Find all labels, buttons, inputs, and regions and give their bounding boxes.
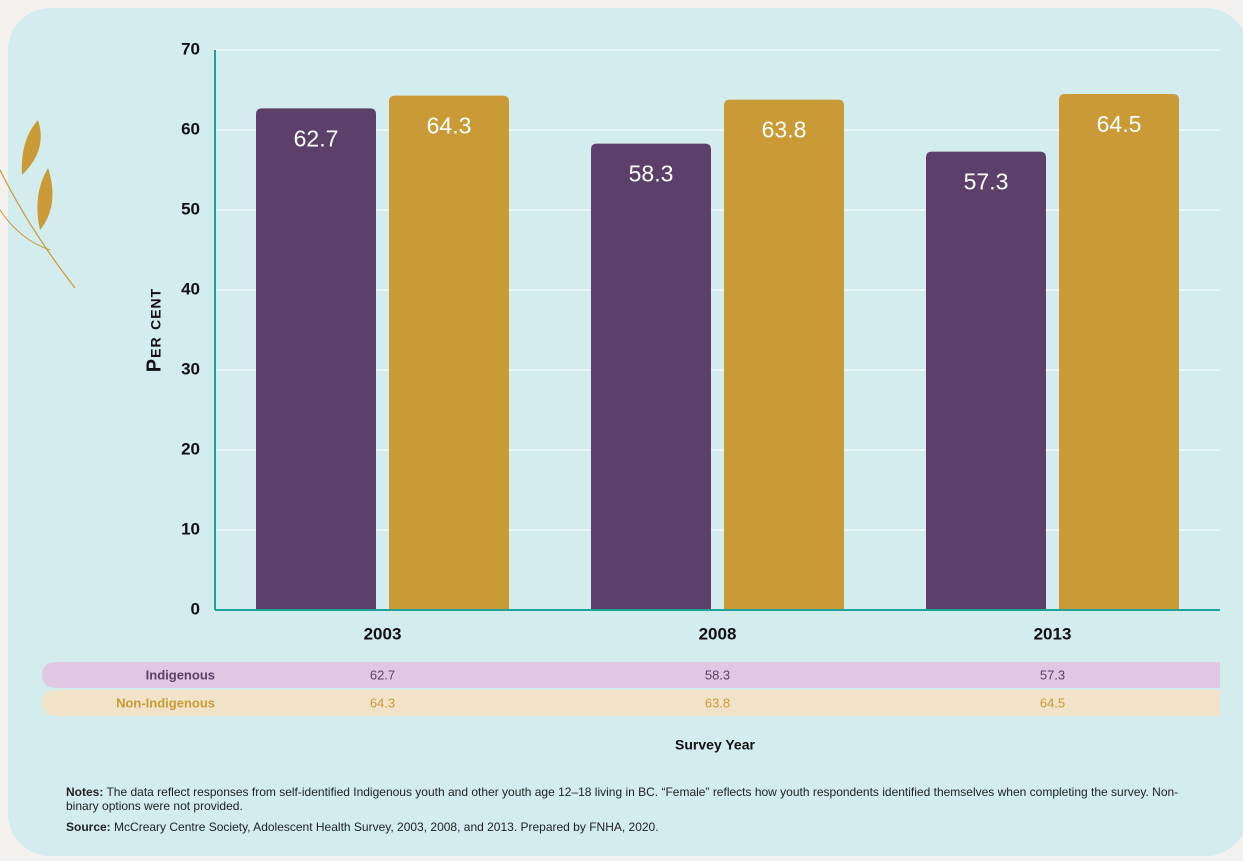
data-label: 57.3 <box>964 169 1009 195</box>
y-tick-label: 30 <box>181 359 200 378</box>
y-tick-label: 50 <box>181 199 200 218</box>
x-tick-label: 2013 <box>1034 624 1072 643</box>
table-cell: 64.3 <box>370 695 395 710</box>
bar <box>256 108 376 611</box>
bar <box>591 143 711 610</box>
table-cell: 63.8 <box>705 695 730 710</box>
y-axis-title: Per cent <box>143 288 165 372</box>
notes-label: Notes: <box>66 785 104 799</box>
data-label: 64.5 <box>1097 111 1142 137</box>
y-tick-label: 60 <box>181 119 200 138</box>
data-label: 64.3 <box>427 113 472 139</box>
source: Source: McCreary Centre Society, Adolesc… <box>66 820 1206 834</box>
x-tick-label: 2003 <box>364 624 402 643</box>
notes: Notes: The data reflect responses from s… <box>66 785 1206 813</box>
data-label: 58.3 <box>629 161 674 187</box>
bar <box>724 99 844 610</box>
table-row <box>42 690 1220 716</box>
table-cell: 64.5 <box>1040 695 1065 710</box>
leaf-decoration <box>0 120 76 289</box>
y-tick-label: 70 <box>181 39 200 58</box>
bar <box>1059 94 1179 610</box>
data-label: 63.8 <box>762 117 807 143</box>
source-label: Source: <box>66 820 111 834</box>
legend-label: Non-Indigenous <box>116 695 215 710</box>
bar <box>926 151 1046 610</box>
data-label: 62.7 <box>294 125 339 151</box>
y-tick-label: 0 <box>191 599 200 618</box>
notes-text: The data reflect responses from self-ide… <box>66 785 1179 813</box>
legend-label: Indigenous <box>146 667 215 682</box>
table-cell: 57.3 <box>1040 667 1065 682</box>
table-cell: 58.3 <box>705 667 730 682</box>
x-axis-title: Survey Year <box>675 737 755 753</box>
table-cell: 62.7 <box>370 667 395 682</box>
source-text: McCreary Centre Society, Adolescent Heal… <box>114 820 659 834</box>
y-tick-label: 10 <box>181 519 200 538</box>
table-row <box>42 662 1220 688</box>
y-tick-label: 40 <box>181 279 200 298</box>
x-tick-label: 2008 <box>699 624 737 643</box>
bar <box>389 95 509 611</box>
y-tick-label: 20 <box>181 439 200 458</box>
